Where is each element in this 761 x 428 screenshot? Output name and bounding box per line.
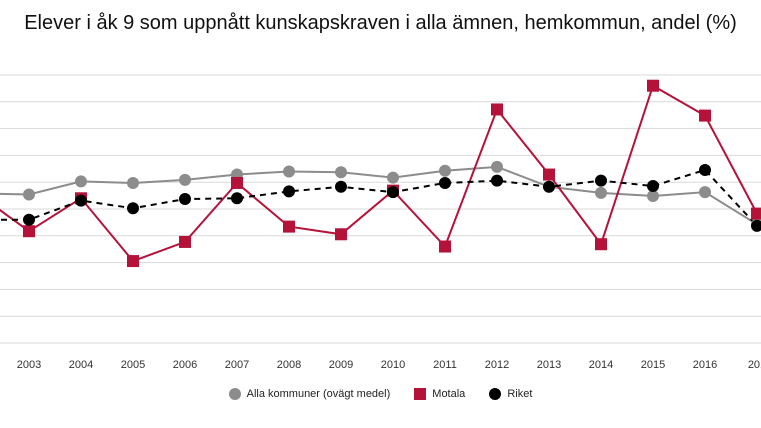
x-tick-label: 201 (748, 359, 761, 371)
series-line-motala (0, 84, 758, 263)
x-tick-label: 2004 (69, 359, 93, 371)
data-point-riket (231, 192, 243, 205)
x-tick-label: 2010 (381, 359, 405, 371)
gridlines (0, 74, 761, 344)
data-point-motala (595, 238, 607, 251)
series-line-riket (0, 168, 758, 227)
x-tick-label: 2016 (693, 359, 717, 371)
data-point-riket (595, 174, 607, 187)
data-point-riket (439, 176, 451, 189)
data-point-motala (231, 176, 243, 189)
data-point-motala (179, 235, 191, 248)
data-point-riket (127, 202, 139, 215)
x-axis-tick-labels: 2003 2004 2005 2006 2007 2008 2009 2010 2011 2012… (17, 359, 761, 371)
data-point-alla-kommuner-ov-gt-medel (127, 176, 139, 189)
data-point-alla-kommuner-ov-gt-medel (23, 188, 35, 201)
x-tick-label: 2009 (329, 359, 353, 371)
legend-marker-riket (489, 388, 502, 400)
legend-item-motala: Motala (414, 388, 465, 400)
legend: Alla kommuner (ovägt medel) Motala Riket (0, 388, 761, 400)
data-point-riket (491, 174, 503, 187)
legend-item-alla-kommuner: Alla kommuner (ovägt medel) (228, 388, 391, 400)
x-tick-label: 2006 (173, 359, 197, 371)
data-point-motala (543, 168, 555, 181)
legend-item-riket: Riket (489, 388, 532, 400)
data-point-alla-kommuner-ov-gt-medel (335, 166, 347, 179)
data-point-riket (543, 180, 555, 193)
x-tick-label: 2013 (537, 359, 561, 371)
x-tick-label: 2008 (277, 359, 301, 371)
data-point-motala (335, 228, 347, 241)
data-point-motala (491, 103, 503, 116)
series-lines (0, 84, 758, 263)
legend-marker-alla-kommuner (228, 388, 241, 400)
data-point-riket (75, 194, 87, 207)
chart-title: Elever i åk 9 som uppnått kunskapskraven… (24, 12, 737, 34)
legend-marker-motala (414, 388, 427, 400)
x-tick-label: 2005 (121, 359, 145, 371)
data-point-motala (699, 109, 711, 122)
data-point-alla-kommuner-ov-gt-medel (179, 173, 191, 186)
data-point-motala (647, 79, 659, 92)
data-point-alla-kommuner-ov-gt-medel (699, 186, 711, 199)
data-point-riket (179, 193, 191, 206)
data-point-motala (439, 240, 451, 253)
data-point-riket (387, 186, 399, 199)
data-point-alla-kommuner-ov-gt-medel (647, 189, 659, 202)
data-point-motala (127, 255, 139, 268)
series-markers (23, 79, 761, 268)
data-point-alla-kommuner-ov-gt-medel (75, 175, 87, 188)
data-point-alla-kommuner-ov-gt-medel (491, 160, 503, 173)
data-point-motala (23, 225, 35, 238)
data-point-riket (23, 213, 35, 226)
data-point-alla-kommuner-ov-gt-medel (439, 164, 451, 177)
data-point-riket (699, 163, 711, 176)
data-point-riket (751, 219, 761, 232)
data-point-alla-kommuner-ov-gt-medel (283, 165, 295, 178)
x-tick-label: 2007 (225, 359, 249, 371)
legend-label: Motala (432, 388, 466, 400)
x-tick-label: 2012 (485, 359, 509, 371)
data-point-riket (283, 185, 295, 198)
x-tick-label: 2015 (641, 359, 665, 371)
legend-label: Alla kommuner (ovägt medel) (246, 388, 391, 400)
data-point-alla-kommuner-ov-gt-medel (387, 171, 399, 184)
data-point-motala (751, 207, 761, 220)
x-tick-label: 2011 (433, 359, 457, 371)
legend-label: Riket (507, 388, 533, 400)
data-point-alla-kommuner-ov-gt-medel (595, 186, 607, 199)
x-tick-label: 2014 (589, 359, 613, 371)
x-tick-label: 2003 (17, 359, 41, 371)
data-point-motala (283, 220, 295, 233)
data-point-riket (335, 180, 347, 193)
data-point-riket (647, 180, 659, 193)
series-line-alla-kommuner-ov-gt-medel (0, 165, 758, 226)
